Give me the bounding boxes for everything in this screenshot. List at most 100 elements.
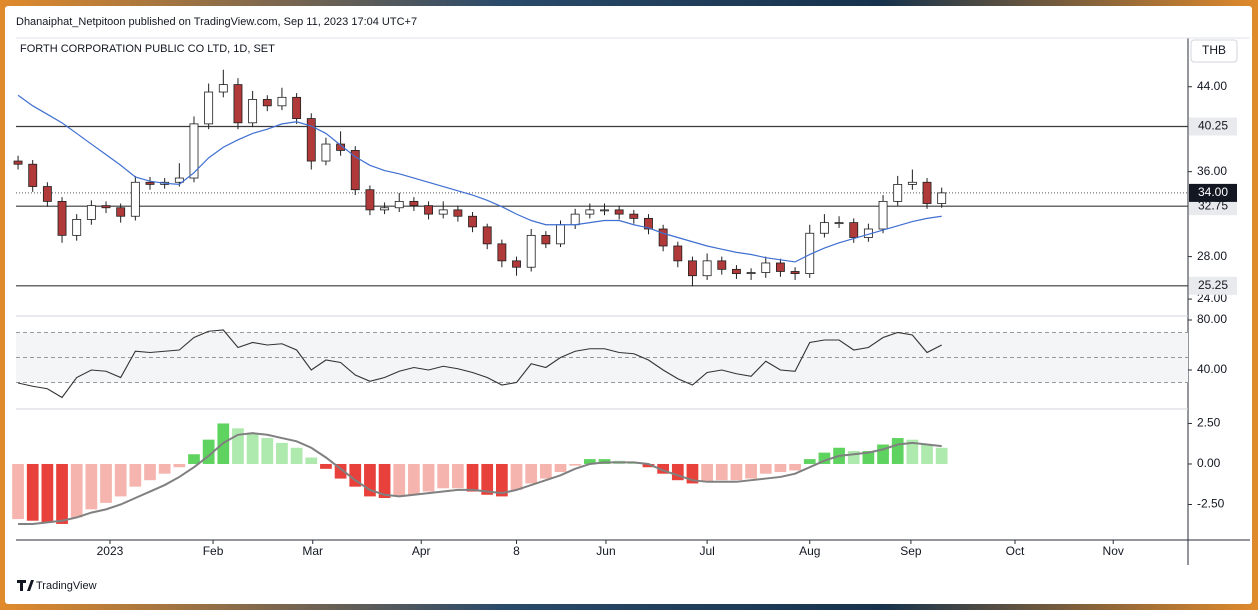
currency-box[interactable] xyxy=(1190,39,1238,63)
candle-body xyxy=(556,224,565,245)
candle-body xyxy=(673,245,683,262)
candle-body xyxy=(702,260,712,277)
candle-body xyxy=(907,181,917,185)
x-tick-label: Apr xyxy=(412,544,431,558)
histogram-bar xyxy=(246,433,259,464)
last-price-tag xyxy=(1189,183,1237,202)
x-tick-label: 2023 xyxy=(97,544,124,558)
candle-body xyxy=(629,213,639,219)
histogram-bar xyxy=(276,442,288,464)
signal-line xyxy=(18,432,942,525)
histogram-bar xyxy=(803,459,816,464)
histogram-bar xyxy=(202,439,215,464)
histogram-bar xyxy=(144,463,156,481)
candle-body xyxy=(600,209,609,212)
y-tick-label: 28.00 xyxy=(1197,249,1227,263)
histogram-bar xyxy=(715,463,728,481)
histogram-bar xyxy=(334,463,347,479)
histogram-bar xyxy=(759,463,772,474)
candle-body xyxy=(394,200,404,209)
candle-body xyxy=(512,260,521,268)
candle-body xyxy=(746,272,756,274)
candle-body xyxy=(116,207,126,217)
histogram-bar xyxy=(261,438,274,464)
histogram-bar xyxy=(232,428,244,464)
histogram-bar xyxy=(921,444,933,464)
histogram-bar xyxy=(70,463,83,518)
candle-body xyxy=(526,234,536,268)
x-tick-label: Jun xyxy=(596,544,615,558)
histogram-bar xyxy=(583,459,596,464)
candle-body xyxy=(922,181,932,204)
histogram-bar xyxy=(41,463,54,523)
histogram-bar xyxy=(437,463,450,489)
candle-body xyxy=(732,268,741,274)
histogram-bar xyxy=(188,454,200,464)
histogram-bar xyxy=(408,463,420,495)
y-tick-label: 0.00 xyxy=(1197,456,1221,470)
histogram-bar xyxy=(173,463,186,468)
level-tag xyxy=(1189,276,1237,295)
candle-body xyxy=(644,217,653,230)
x-tick-label: Jul xyxy=(699,544,714,558)
histogram-bar xyxy=(818,452,831,464)
histogram-bar xyxy=(525,463,538,484)
tv-logo xyxy=(17,580,34,591)
candle-body xyxy=(204,91,214,125)
candle-body xyxy=(717,260,727,270)
histogram-bar xyxy=(862,451,875,464)
candle-body xyxy=(849,222,859,238)
x-tick-label: Aug xyxy=(799,544,820,558)
x-tick-label: Nov xyxy=(1103,544,1124,558)
histogram-bar xyxy=(56,463,68,524)
candle-body xyxy=(350,150,360,191)
candle-body xyxy=(28,163,38,187)
brand: TradingView xyxy=(36,580,97,592)
candle-body xyxy=(130,181,140,217)
candle-body xyxy=(277,96,287,107)
last-price-label: 34.00 xyxy=(1198,185,1228,199)
level-tag xyxy=(1189,117,1237,136)
candle-body xyxy=(937,192,947,204)
y-tick-label: 44.00 xyxy=(1197,79,1227,93)
candle-body xyxy=(42,186,52,202)
candle-body xyxy=(688,260,697,277)
candle-body xyxy=(834,222,844,225)
x-tick-label: Mar xyxy=(302,544,323,558)
currency[interactable]: THB xyxy=(1202,43,1226,57)
candle-body xyxy=(336,143,346,151)
candle-body xyxy=(306,118,316,162)
histogram-bar xyxy=(158,463,171,474)
candle-body xyxy=(380,207,390,211)
histogram-bar xyxy=(393,463,406,497)
histogram-bar xyxy=(730,463,743,481)
x-tick-label: Sep xyxy=(900,544,922,558)
candle-body xyxy=(13,160,23,165)
candle-body xyxy=(321,143,331,162)
moving-average xyxy=(17,94,942,263)
candle-body xyxy=(658,228,668,247)
histogram-bar xyxy=(789,463,801,471)
candle-body xyxy=(614,209,624,215)
candle-body xyxy=(292,96,302,119)
candle-body xyxy=(878,200,888,230)
candle-body xyxy=(819,222,829,234)
histogram-bar xyxy=(569,463,582,466)
histogram-bar xyxy=(935,447,948,464)
candle-body xyxy=(409,200,419,207)
histogram-bar xyxy=(891,438,904,464)
histogram-bar xyxy=(320,463,332,469)
histogram-bar xyxy=(12,463,24,520)
histogram-bar xyxy=(554,463,567,473)
histogram-bar xyxy=(378,463,391,499)
y-tick-label: 80.00 xyxy=(1197,312,1227,326)
y-tick-label: 40.00 xyxy=(1197,362,1227,376)
candle-body xyxy=(262,99,272,107)
candle-body xyxy=(775,262,785,272)
histogram-bar xyxy=(847,451,860,464)
candle-body xyxy=(86,205,96,220)
candle-body xyxy=(145,181,155,185)
histogram-bar xyxy=(774,463,787,473)
histogram-bar xyxy=(85,463,98,510)
histogram-bar xyxy=(305,457,318,464)
